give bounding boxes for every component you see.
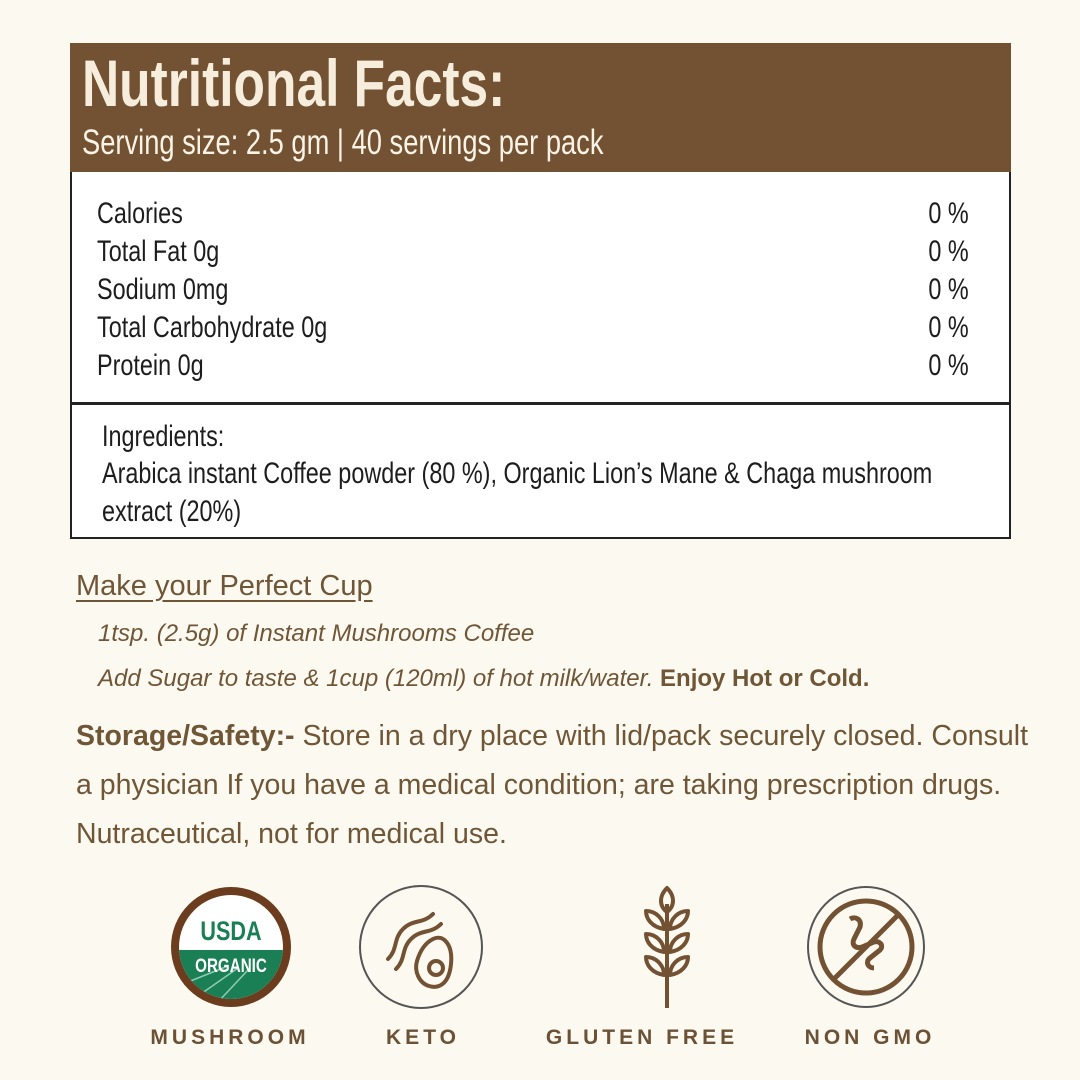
wheat-icon [644, 886, 690, 1008]
nutrient-row: Calories 0 % [97, 197, 969, 230]
nutrient-row: Total Carbohydrate 0g 0 % [97, 311, 969, 344]
page-title: Nutritional Facts: [82, 46, 506, 120]
badge-label: KETO [386, 1026, 460, 1049]
nutrition-header: Nutritional Facts: Serving size: 2.5 gm … [70, 43, 1011, 173]
ingredients-line: extract (20%) [102, 495, 242, 528]
bacon-avocado-icon [359, 885, 483, 1009]
prep-step: Add Sugar to taste & 1cup (120ml) of hot… [98, 665, 870, 692]
badge-label: MUSHROOM [150, 1026, 310, 1049]
storage-safety: Storage/Safety:- Store in a dry place wi… [76, 720, 1028, 850]
nutrient-row: Sodium 0mg 0 % [97, 273, 969, 306]
usda-organic-seal: USDA ORGANIC [171, 887, 291, 1007]
prep-step: 1tsp. (2.5g) of Instant Mushrooms Coffee [98, 620, 535, 647]
nutrient-row: Total Fat 0g 0 % [97, 235, 969, 268]
ingredients-heading: Ingredients: [102, 420, 225, 453]
serving-size: Serving size: 2.5 gm | 40 servings per p… [82, 123, 604, 162]
badge-label: NON GMO [804, 1026, 936, 1049]
prep-heading: Make your Perfect Cup [76, 570, 373, 602]
svg-text:USDA: USDA [200, 917, 261, 947]
badge-label: GLUTEN FREE [545, 1026, 739, 1049]
nutrition-table: Calories 0 % Total Fat 0g 0 % Sodium 0mg 0 … [70, 172, 1011, 539]
divider [70, 402, 1011, 405]
ingredients-line: Arabica instant Coffee powder (80 %), Or… [102, 457, 933, 490]
nutrient-row: Protein 0g 0 % [97, 349, 969, 382]
no-gmo-icon [807, 886, 925, 1008]
svg-text:ORGANIC: ORGANIC [195, 954, 267, 976]
